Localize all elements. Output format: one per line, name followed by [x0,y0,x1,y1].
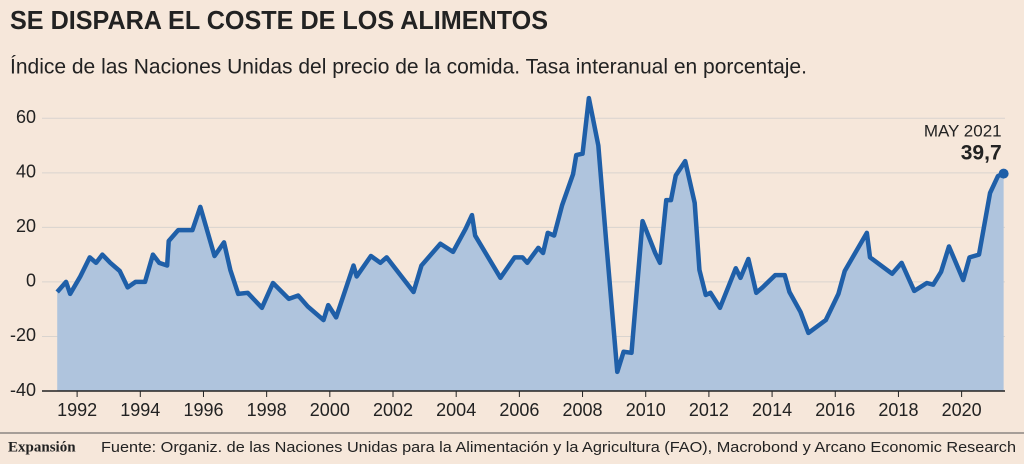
x-tick-label: 2004 [436,400,476,420]
x-tick-label: 2002 [373,400,413,420]
footer-brand: Expansión [8,439,76,455]
highlight-title: MAY 2021 [924,121,1002,140]
chart-subtitle: Índice de las Naciones Unidas del precio… [10,56,807,79]
highlight-label: 39,7 [961,142,1002,165]
x-tick-label: 1998 [247,400,287,420]
y-tick-label: 40 [16,162,36,182]
x-tick-label: 2010 [626,400,666,420]
area [57,98,1004,391]
x-tick-label: 1996 [183,400,223,420]
x-tick-label: 2020 [942,400,982,420]
x-tick-label: 2000 [310,400,350,420]
x-tick-label: 2008 [563,400,603,420]
highlight-dot [998,168,1009,179]
x-tick-label: 1992 [57,400,97,420]
x-tick-label: 1994 [120,400,160,420]
y-tick-label: -20 [10,325,36,345]
x-tick-label: 2016 [815,400,855,420]
line [55,95,1005,375]
x-tick-label: 2014 [752,400,792,420]
y-tick-label: 60 [16,107,36,127]
y-tick-label: 20 [16,216,36,236]
x-tick-label: 2018 [878,400,918,420]
y-tick-label: 0 [26,271,36,291]
x-tick-label: 2006 [499,400,539,420]
footer-source: Fuente: Organiz. de las Naciones Unidas … [101,439,1016,456]
y-tick-label: -40 [10,380,36,400]
x-tick-label: 2012 [689,400,729,420]
chart-title: SE DISPARA EL COSTE DE LOS ALIMENTOS [10,5,548,35]
